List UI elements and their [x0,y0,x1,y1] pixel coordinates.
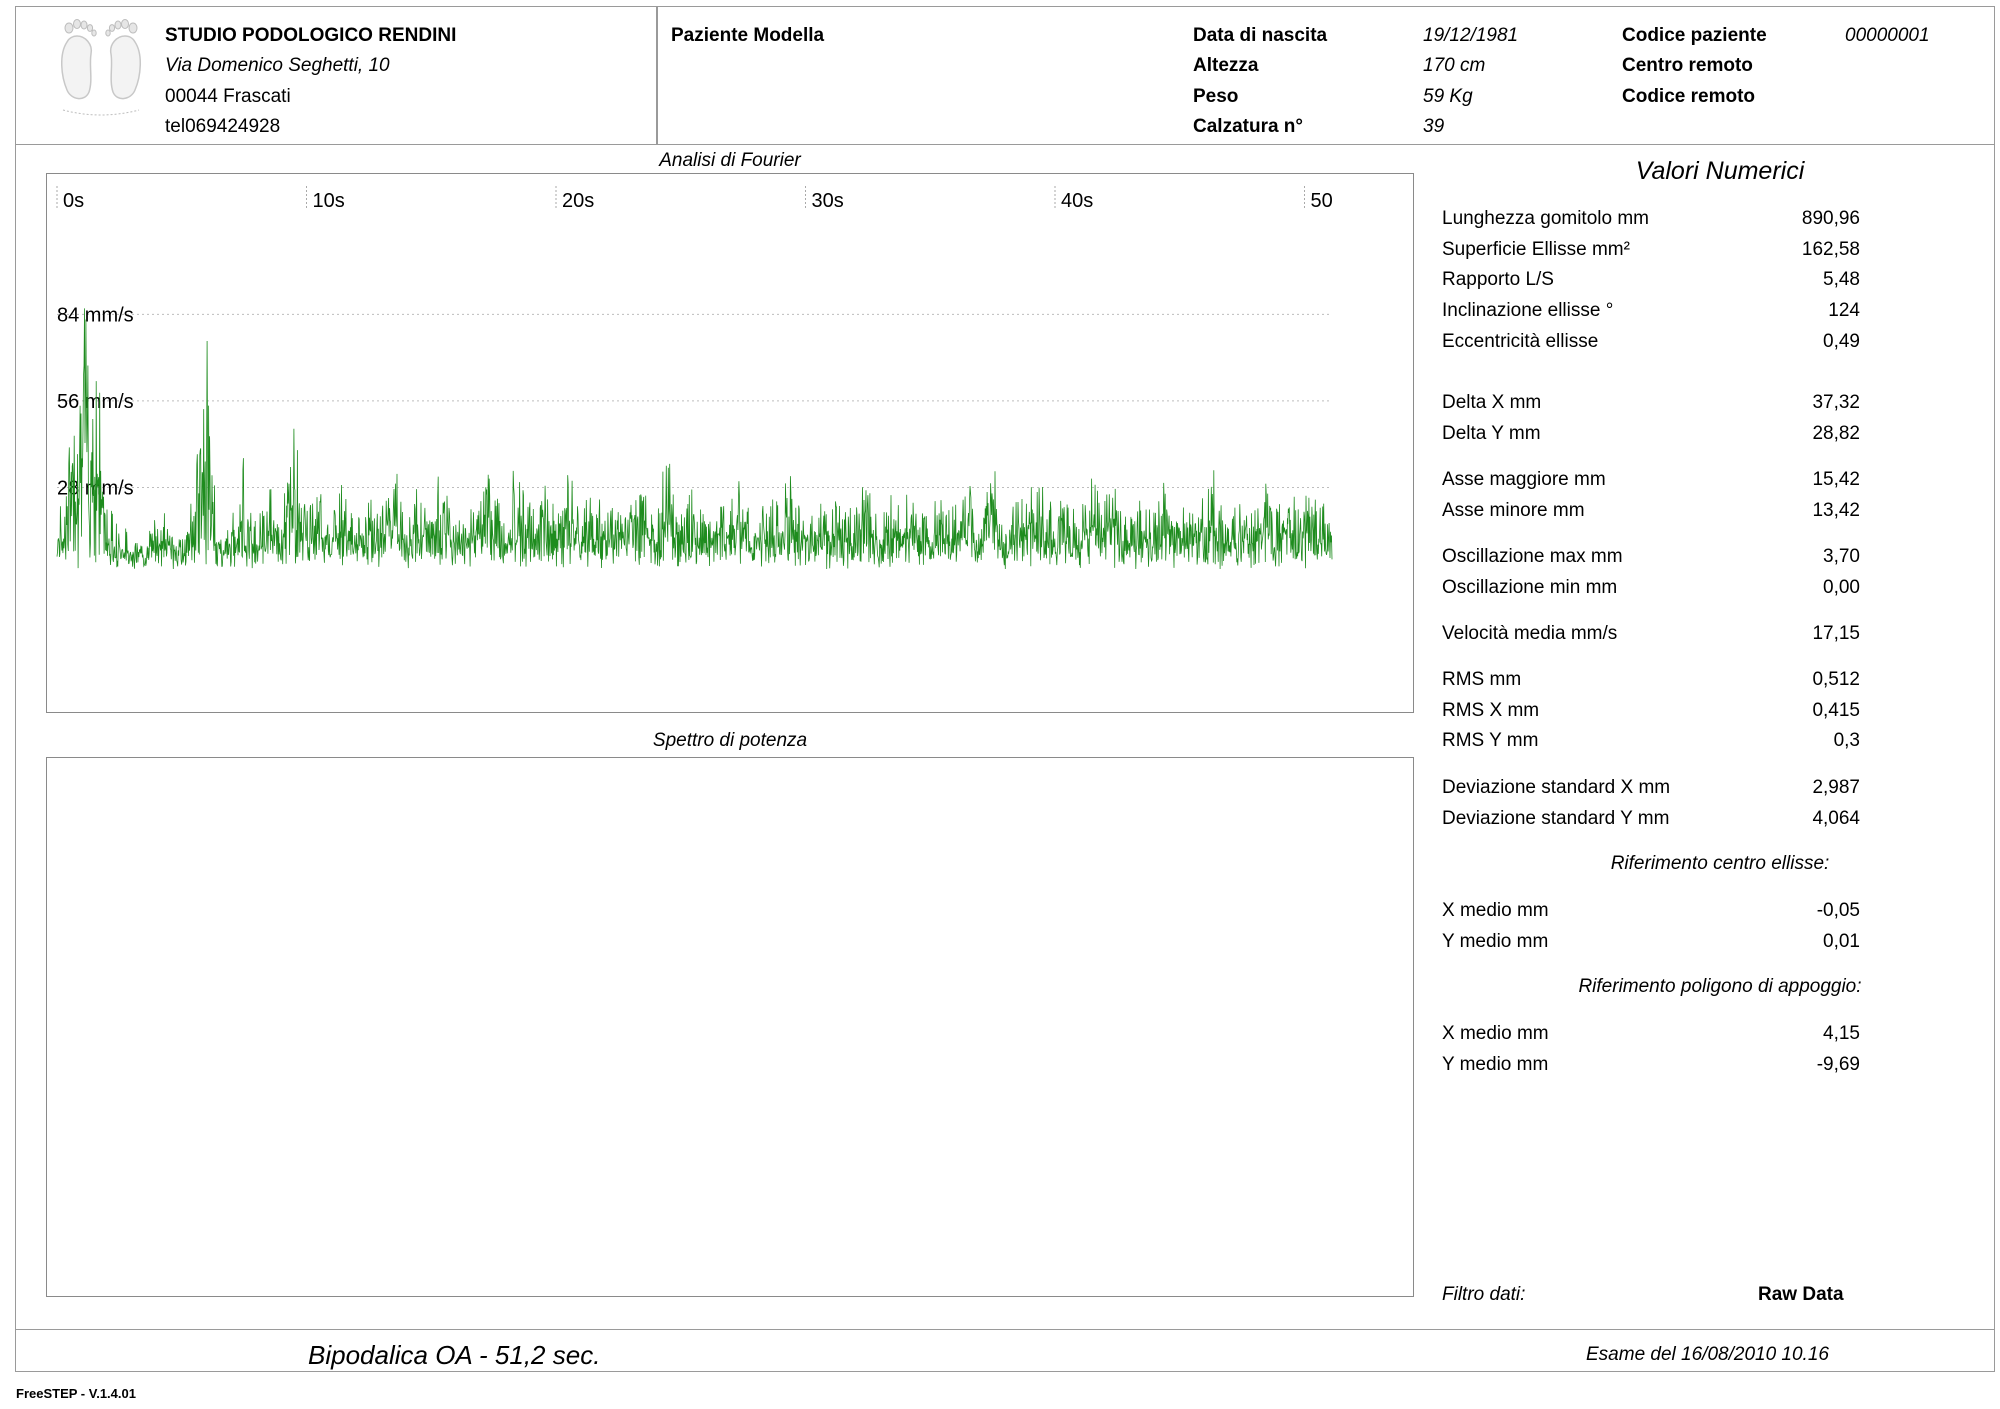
value-number: 4,15 [1823,1023,1860,1044]
value-label: Delta X mm [1442,392,1542,413]
x-tick-label: 50 [1311,190,1333,212]
value-label: RMS mm [1442,669,1522,690]
value-number: 0,01 [1823,931,1860,952]
value-label: Lunghezza gomitolo mm [1442,208,1649,229]
fourier-chart: 0s 10s 20s 30s 40s 50 84 mm/s 56 mm/s 28 mm/s [46,173,1414,713]
value-number: 15,42 [1812,469,1860,490]
value-number: 124 [1828,300,1860,321]
value-label: Oscillazione min mm [1442,577,1618,598]
feet-logo-icon [61,19,141,116]
polygon-ref-title: Riferimento poligono di appoggio: [1578,976,1862,997]
weight-value: 59 Kg [1423,86,1473,107]
value-label: Superficie Ellisse mm² [1442,239,1630,260]
value-label: Y medio mm [1442,931,1549,952]
value-label: RMS X mm [1442,700,1540,721]
shoe-label: Calzatura n° [1193,116,1304,137]
value-label: Rapporto L/S [1442,269,1554,290]
value-number: 0,49 [1823,331,1860,352]
shoe-value: 39 [1423,116,1445,137]
x-tick-label: 40s [1061,190,1093,212]
value-number: 28,82 [1812,423,1860,444]
value-label: Inclinazione ellisse ° [1442,300,1614,321]
studio-city: 00044 Frascati [165,86,291,107]
x-tick-label: 10s [313,190,345,212]
main-panel [15,145,1995,1330]
remote-center-label: Centro remoto [1622,55,1753,76]
value-label: Eccentricità ellisse [1442,331,1599,352]
values-title: Valori Numerici [1635,157,1805,185]
header-panel [15,6,1995,145]
value-number: 17,15 [1812,623,1860,644]
value-label: X medio mm [1442,1023,1549,1044]
value-number: 4,064 [1812,808,1860,829]
value-number: 3,70 [1823,546,1860,567]
value-label: Deviazione standard X mm [1442,777,1671,798]
birth-value: 19/12/1981 [1423,25,1519,46]
exam-date: Esame del 16/08/2010 10.16 [1586,1344,1829,1365]
value-number: -9,69 [1816,1054,1860,1075]
value-number: 37,32 [1812,392,1860,413]
x-tick-label: 0s [63,190,84,212]
ellipse-ref-title: Riferimento centro ellisse: [1610,853,1830,874]
value-label: Y medio mm [1442,1054,1549,1075]
value-number: 13,42 [1812,500,1860,521]
filter-value: Raw Data [1758,1284,1844,1305]
birth-label: Data di nascita [1193,25,1328,46]
spectrum-chart [46,757,1414,1297]
value-number: 0,415 [1812,700,1860,721]
patient-code-value: 00000001 [1845,25,1930,46]
value-number: 0,3 [1833,730,1860,751]
value-label: Oscillazione max mm [1442,546,1623,567]
value-label: Asse minore mm [1442,500,1585,521]
value-label: Velocità media mm/s [1442,623,1618,644]
remote-code-label: Codice remoto [1622,86,1756,107]
studio-phone: tel069424928 [165,116,281,137]
fourier-title: Analisi di Fourier [659,150,801,171]
value-number: 162,58 [1801,239,1860,260]
value-number: -0,05 [1816,900,1860,921]
studio-address: Via Domenico Seghetti, 10 [165,55,390,76]
y-tick-label: 56 mm/s [57,391,134,413]
value-number: 0,512 [1812,669,1860,690]
filter-label: Filtro dati: [1442,1284,1526,1305]
exam-type: Bipodalica OA - 51,2 sec. [308,1340,601,1370]
height-value: 170 cm [1423,55,1486,76]
series-line [56,308,1333,570]
value-number: 0,00 [1823,577,1860,598]
app-version: FreeSTEP - V.1.4.01 [16,1386,136,1401]
value-number: 890,96 [1801,208,1860,229]
patient-code-label: Codice paziente [1622,25,1767,46]
value-label: RMS Y mm [1442,730,1539,751]
header-divider [656,6,658,145]
studio-name: STUDIO PODOLOGICO RENDINI [165,25,457,46]
value-label: X medio mm [1442,900,1549,921]
value-number: 2,987 [1812,777,1860,798]
weight-label: Peso [1193,86,1239,107]
patient-name: Paziente Modella [671,25,825,46]
value-label: Delta Y mm [1442,423,1541,444]
value-label: Asse maggiore mm [1442,469,1606,490]
y-tick-label: 84 mm/s [57,304,134,326]
value-number: 5,48 [1823,269,1860,290]
value-label: Deviazione standard Y mm [1442,808,1670,829]
spectrum-title: Spettro di potenza [652,730,808,751]
x-tick-label: 20s [562,190,594,212]
height-label: Altezza [1193,55,1259,76]
footer-panel [15,1330,1995,1372]
x-tick-label: 30s [812,190,844,212]
